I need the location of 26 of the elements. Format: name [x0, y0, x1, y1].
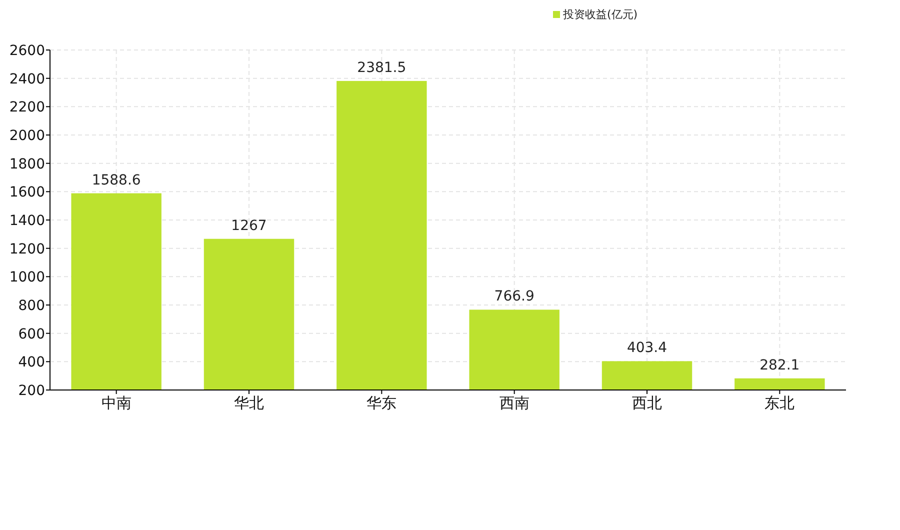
y-tick-label: 1800	[9, 156, 45, 172]
x-tick-label: 中南	[101, 394, 132, 412]
x-tick-label: 东北	[764, 394, 795, 412]
y-tick-label: 2000	[9, 128, 45, 144]
x-tick-label: 华北	[234, 394, 264, 412]
y-tick-label: 2600	[9, 43, 45, 59]
y-tick-label: 1400	[9, 213, 45, 229]
y-tick-label: 1600	[9, 184, 45, 201]
data-label: 766.9	[494, 288, 534, 305]
y-tick-label: 2200	[9, 100, 45, 116]
y-tick-label: 800	[18, 298, 45, 314]
y-tick-label: 1200	[9, 241, 45, 258]
y-tick-label: 600	[18, 326, 45, 342]
data-label: 403.4	[626, 340, 668, 356]
x-tick-label: 西北	[632, 394, 662, 412]
y-tick-label: 400	[18, 354, 45, 371]
x-tick-label: 华东	[366, 394, 397, 412]
data-label: 1267	[231, 218, 267, 234]
data-label: 1588.6	[92, 172, 141, 188]
y-tick-label: 2400	[9, 71, 45, 88]
x-tick-label: 西南	[499, 394, 530, 412]
y-tick-label: 200	[18, 383, 45, 399]
data-label: 282.1	[760, 357, 800, 374]
y-tick-label: 1000	[9, 270, 45, 286]
legend-label: 投资收益(亿元)	[562, 8, 638, 21]
data-label: 2381.5	[357, 60, 406, 76]
